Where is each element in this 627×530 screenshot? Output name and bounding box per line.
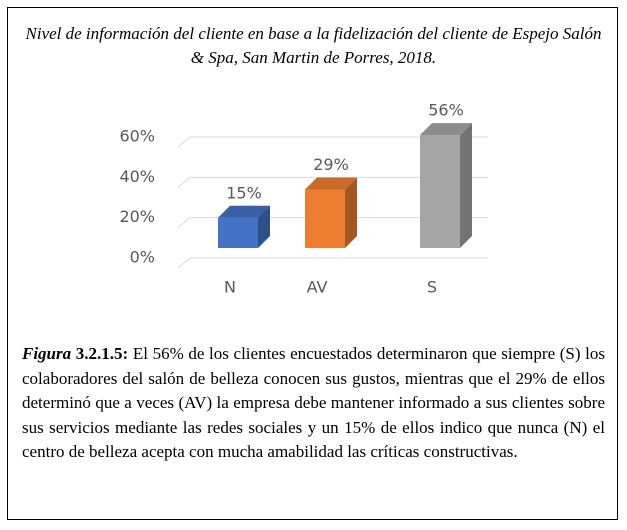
bar-side-shade [345, 177, 357, 248]
bar-top-shade [305, 177, 357, 190]
value-label: 29% [313, 155, 349, 174]
x-tick-label: AV [307, 278, 328, 297]
bar-side-shade [460, 123, 472, 248]
value-label: 15% [226, 183, 262, 202]
bar [420, 123, 472, 248]
bar-top [305, 177, 357, 190]
bar-front [420, 135, 460, 248]
grid-line [177, 257, 488, 269]
bar-top-shade [420, 123, 472, 136]
caption: Figura 3.2.1.5: El 56% de los clientes e… [22, 342, 605, 465]
grid-line [177, 136, 488, 148]
x-tick-label: S [427, 278, 437, 297]
bar-top [420, 123, 472, 136]
y-tick-label: 40% [119, 167, 155, 186]
y-tick-label: 0% [130, 248, 155, 267]
y-tick-label: 60% [119, 127, 155, 146]
bar [305, 177, 357, 248]
bar-front [218, 217, 258, 248]
figure-frame [7, 7, 618, 520]
grid-line [177, 176, 488, 188]
grid-line [177, 217, 488, 229]
chart-title: Nivel de información del cliente en base… [25, 24, 602, 67]
bar-side [345, 177, 357, 248]
bar-front [305, 189, 345, 248]
bar-side [460, 123, 472, 248]
value-label: 56% [428, 101, 464, 120]
x-tick-label: N [224, 278, 236, 297]
bar-side-shade [258, 205, 270, 248]
caption-text: El 56% de los clientes encuestados deter… [22, 344, 605, 461]
chart: 0% 20% 40% 60% N 15% AV 29% S 56% [119, 101, 488, 297]
bar-side [258, 205, 270, 248]
bar-top [218, 205, 270, 218]
bar-top-shade [218, 205, 270, 218]
caption-label: Figura [22, 344, 72, 363]
y-tick-label: 20% [119, 207, 155, 226]
caption-number: 3.2.1.5: [75, 344, 129, 363]
bar [218, 205, 270, 248]
